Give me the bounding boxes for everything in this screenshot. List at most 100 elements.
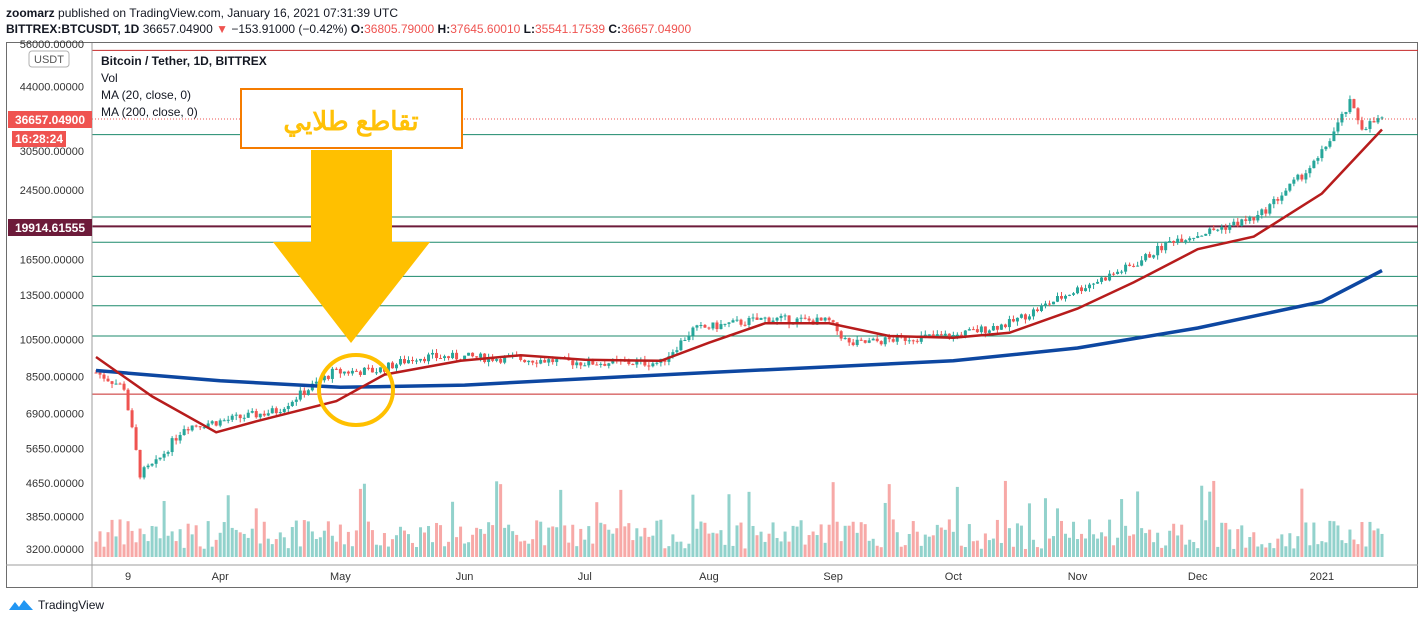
candle-body [443, 356, 447, 359]
volume-bar [583, 539, 587, 557]
tradingview-logo-icon [9, 600, 33, 610]
candle-body [1015, 317, 1019, 322]
candle-body [591, 359, 595, 365]
level-badge: 19914.61555 [8, 219, 92, 236]
candle-body [1003, 324, 1007, 328]
candle-body [475, 356, 479, 358]
y-tick-label: 13500.00000 [20, 290, 84, 302]
volume-bar [523, 540, 527, 557]
candle-body [206, 423, 210, 428]
volume-bar [1228, 529, 1232, 557]
candle-body [1023, 314, 1027, 320]
volume-bar [939, 527, 943, 557]
candle-body [787, 315, 791, 325]
volume-bar [691, 494, 695, 557]
candle-body [463, 355, 467, 361]
candle-body [783, 315, 787, 317]
tradingview-footer[interactable]: TradingView [8, 598, 104, 612]
candle-body [867, 340, 871, 343]
candle-body [342, 371, 346, 374]
volume-bar [366, 521, 370, 557]
volume-bar [202, 548, 206, 557]
candle-body [114, 383, 118, 385]
candle-body [855, 339, 859, 346]
volume-bar [1160, 547, 1164, 557]
candle-body [903, 336, 907, 341]
volume-bar [1212, 480, 1216, 557]
candle-body [847, 338, 851, 343]
candle-body [695, 325, 699, 328]
candle-body [547, 359, 551, 363]
volume-bar [1252, 532, 1256, 557]
volume-bar [503, 527, 507, 557]
candle-body [827, 317, 831, 321]
volume-bar [1100, 532, 1104, 557]
volume-bar [447, 541, 451, 557]
volume-bar [983, 533, 987, 557]
volume-bar [1280, 534, 1284, 557]
volume-bar [1292, 548, 1296, 557]
volume-bar [907, 534, 911, 557]
x-tick-label: Jul [578, 571, 592, 583]
candle-body [711, 322, 715, 329]
volume-bar [350, 546, 354, 557]
volume-bar [943, 529, 947, 557]
last-price-badge: 36657.04900 [8, 111, 92, 128]
candle-body [338, 368, 342, 374]
candle-body [274, 408, 278, 414]
candle-body [503, 356, 507, 363]
candle-body [607, 363, 611, 366]
candle-body [719, 324, 723, 330]
candle-body [402, 358, 406, 364]
volume-bar [623, 526, 627, 557]
candle-body [919, 335, 923, 342]
candle-body [979, 326, 983, 333]
candle-body [1284, 190, 1288, 196]
volume-bar [98, 531, 102, 557]
volume-bar [1320, 541, 1324, 557]
x-tick-label: Nov [1068, 571, 1088, 583]
volume-bar [579, 528, 583, 557]
candle-body [1220, 226, 1224, 230]
volume-bar [631, 540, 635, 557]
candle-body [1051, 301, 1055, 305]
volume-bar [1148, 529, 1152, 557]
volume-bar [955, 486, 959, 557]
candle-body [467, 352, 471, 356]
volume-bar [419, 527, 423, 557]
volume-bar [186, 523, 190, 557]
volume-bar [879, 547, 883, 557]
publisher-name[interactable]: zoomarz [6, 6, 55, 20]
volume-bar [1304, 522, 1308, 557]
candle-body [991, 326, 995, 331]
time-axis[interactable]: 9 Apr May Jun Jul Aug Sep Oct Nov Dec 2021 [125, 571, 1334, 583]
candle-body [967, 329, 971, 331]
candle-body [158, 457, 162, 460]
candle-body [366, 367, 370, 369]
volume-bar [755, 535, 759, 557]
volume-bar [687, 543, 691, 557]
candle-body [322, 375, 326, 381]
candle-body [1364, 128, 1368, 130]
candle-body [1264, 209, 1268, 214]
candle-body [1340, 113, 1344, 123]
volume-bar [326, 521, 330, 557]
candle-body [166, 452, 170, 454]
candle-body [1196, 236, 1200, 238]
volume-bar [415, 546, 419, 557]
candle-body [823, 317, 827, 321]
candle-body [1192, 237, 1196, 239]
candle-body [431, 352, 435, 355]
volume-bar [559, 489, 563, 557]
volume-bar [1124, 525, 1128, 557]
volume-bar [727, 494, 731, 557]
price-axis[interactable]: 56000.00000 44000.00000 30500.00000 24500.0… [20, 39, 84, 556]
volume-bar [875, 545, 879, 557]
volume-bar [723, 544, 727, 557]
chart-legend: Bitcoin / Tether, 1D, BITTREX Vol MA (20… [101, 54, 267, 119]
candle-body [415, 360, 419, 362]
candle-body [1304, 173, 1308, 180]
candle-body [1216, 229, 1220, 231]
candle-body [859, 339, 863, 341]
